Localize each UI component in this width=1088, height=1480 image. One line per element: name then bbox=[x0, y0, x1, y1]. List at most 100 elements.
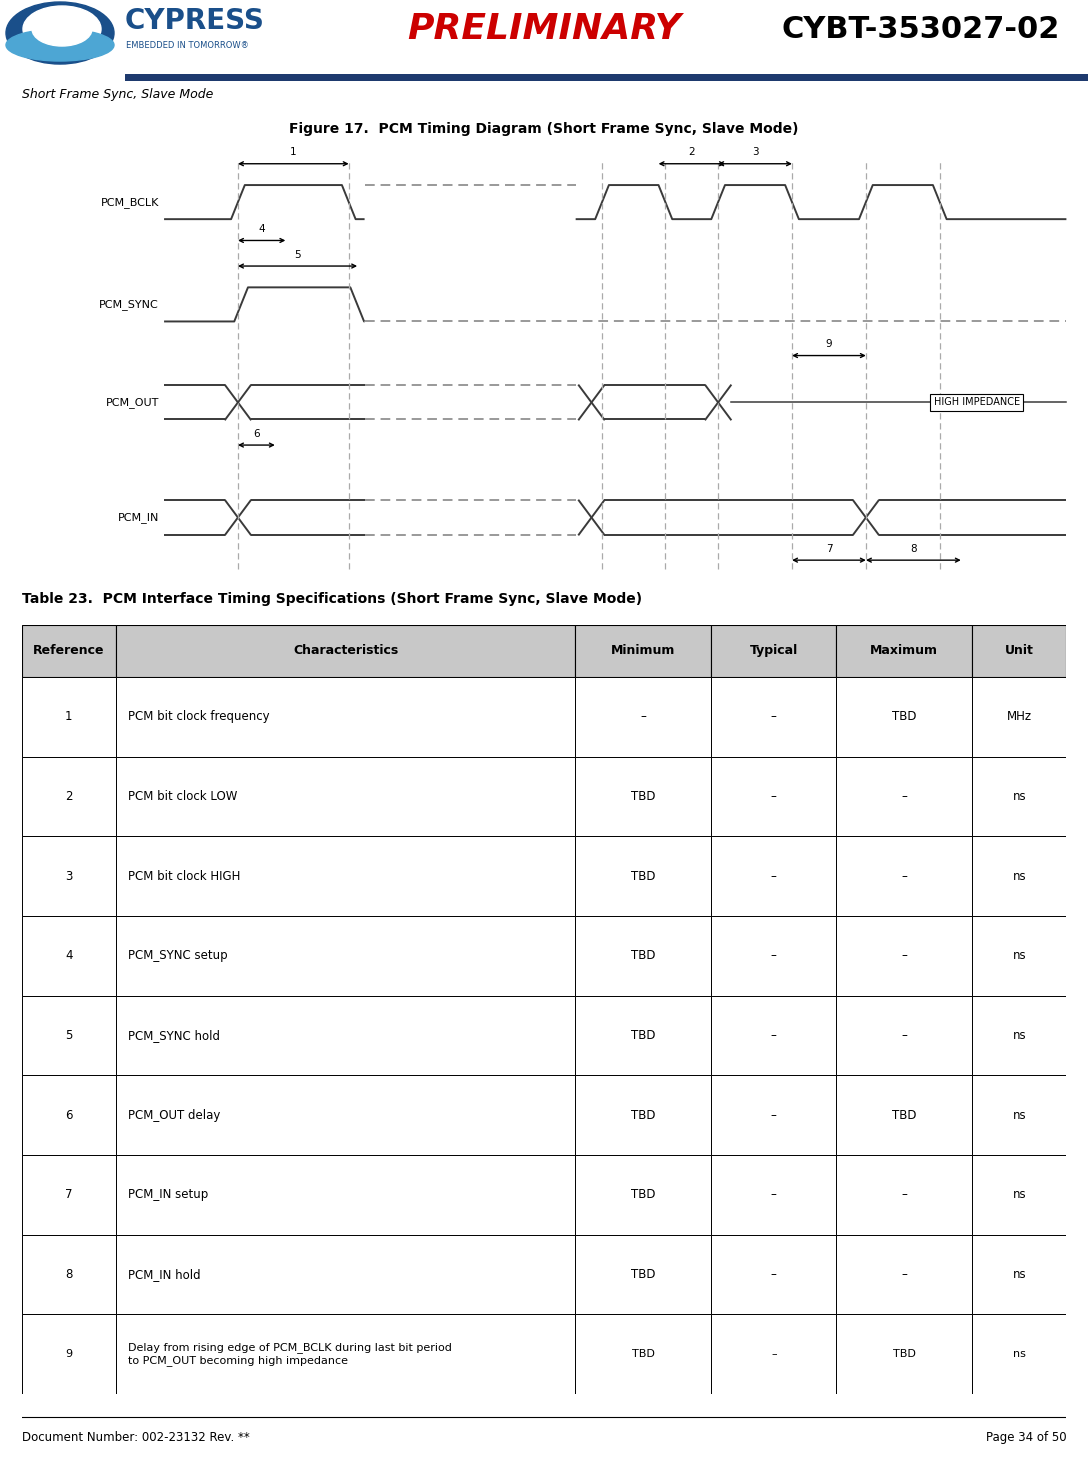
Text: TBD: TBD bbox=[631, 870, 655, 882]
Bar bbox=[576, 1154, 712, 1234]
Bar bbox=[973, 836, 1066, 916]
Text: Characteristics: Characteristics bbox=[293, 644, 398, 657]
Text: EMBEDDED IN TOMORROW®: EMBEDDED IN TOMORROW® bbox=[126, 40, 249, 49]
Bar bbox=[22, 676, 115, 756]
Text: CYBT-353027-02: CYBT-353027-02 bbox=[781, 15, 1060, 43]
Text: –: – bbox=[771, 710, 777, 724]
Text: –: – bbox=[771, 1350, 777, 1359]
Bar bbox=[576, 916, 712, 996]
Bar bbox=[837, 916, 973, 996]
Text: ns: ns bbox=[1013, 949, 1026, 962]
Bar bbox=[576, 836, 712, 916]
Bar bbox=[712, 676, 837, 756]
Text: –: – bbox=[641, 710, 646, 724]
Bar bbox=[837, 756, 973, 836]
Bar bbox=[576, 676, 712, 756]
Text: ns: ns bbox=[1013, 1350, 1026, 1359]
Bar bbox=[22, 625, 115, 676]
Bar bbox=[115, 625, 576, 676]
Text: 7: 7 bbox=[65, 1188, 73, 1202]
Bar bbox=[115, 1314, 576, 1394]
Text: MHz: MHz bbox=[1006, 710, 1031, 724]
Bar bbox=[837, 836, 973, 916]
Text: 9: 9 bbox=[826, 339, 832, 349]
Text: 8: 8 bbox=[65, 1268, 73, 1282]
Bar bbox=[115, 756, 576, 836]
Text: PCM_IN setup: PCM_IN setup bbox=[128, 1188, 209, 1202]
Bar bbox=[576, 1234, 712, 1314]
Bar bbox=[115, 1076, 576, 1154]
Bar bbox=[973, 1234, 1066, 1314]
Bar bbox=[973, 1314, 1066, 1394]
Text: TBD: TBD bbox=[632, 1350, 655, 1359]
Bar bbox=[837, 1314, 973, 1394]
Text: –: – bbox=[771, 1268, 777, 1282]
Text: ns: ns bbox=[1013, 1188, 1026, 1202]
Text: Short Frame Sync, Slave Mode: Short Frame Sync, Slave Mode bbox=[22, 89, 213, 101]
Text: ns: ns bbox=[1013, 1109, 1026, 1122]
Bar bbox=[576, 996, 712, 1076]
Text: 8: 8 bbox=[910, 543, 917, 554]
Text: –: – bbox=[771, 1188, 777, 1202]
Text: 6: 6 bbox=[254, 429, 260, 438]
Text: 3: 3 bbox=[752, 148, 758, 157]
Text: TBD: TBD bbox=[631, 1268, 655, 1282]
Bar bbox=[837, 1234, 973, 1314]
Text: 5: 5 bbox=[294, 250, 301, 259]
Bar bbox=[22, 996, 115, 1076]
Text: Unit: Unit bbox=[1005, 644, 1034, 657]
Text: –: – bbox=[902, 1268, 907, 1282]
Bar bbox=[837, 1154, 973, 1234]
Text: CYPRESS: CYPRESS bbox=[125, 7, 264, 36]
Bar bbox=[712, 756, 837, 836]
Ellipse shape bbox=[7, 30, 114, 61]
Text: Document Number: 002-23132 Rev. **: Document Number: 002-23132 Rev. ** bbox=[22, 1431, 249, 1444]
Bar bbox=[115, 676, 576, 756]
Text: Reference: Reference bbox=[33, 644, 104, 657]
Text: TBD: TBD bbox=[892, 710, 916, 724]
Bar bbox=[115, 996, 576, 1076]
Bar bbox=[712, 996, 837, 1076]
Text: PRELIMINARY: PRELIMINARY bbox=[407, 12, 681, 46]
Text: PCM bit clock HIGH: PCM bit clock HIGH bbox=[128, 870, 240, 882]
Text: –: – bbox=[771, 790, 777, 804]
Text: Delay from rising edge of PCM_BCLK during last bit period
to PCM_OUT becoming hi: Delay from rising edge of PCM_BCLK durin… bbox=[128, 1342, 453, 1366]
Text: Maximum: Maximum bbox=[870, 644, 938, 657]
Bar bbox=[22, 1234, 115, 1314]
Text: 1: 1 bbox=[290, 148, 297, 157]
Bar bbox=[115, 1234, 576, 1314]
Text: ns: ns bbox=[1013, 870, 1026, 882]
Text: PCM_IN hold: PCM_IN hold bbox=[128, 1268, 201, 1282]
Text: TBD: TBD bbox=[631, 1188, 655, 1202]
Bar bbox=[22, 1314, 115, 1394]
Bar bbox=[115, 916, 576, 996]
Bar bbox=[837, 676, 973, 756]
Text: PCM bit clock frequency: PCM bit clock frequency bbox=[128, 710, 270, 724]
Bar bbox=[22, 1076, 115, 1154]
Bar bbox=[22, 916, 115, 996]
Text: 2: 2 bbox=[689, 148, 695, 157]
Bar bbox=[712, 916, 837, 996]
Bar bbox=[712, 836, 837, 916]
Text: 3: 3 bbox=[65, 870, 73, 882]
Text: 1: 1 bbox=[65, 710, 73, 724]
Text: Figure 17.  PCM Timing Diagram (Short Frame Sync, Slave Mode): Figure 17. PCM Timing Diagram (Short Fra… bbox=[289, 123, 799, 136]
Bar bbox=[576, 1314, 712, 1394]
Bar bbox=[973, 625, 1066, 676]
Text: 6: 6 bbox=[65, 1109, 73, 1122]
Text: HIGH IMPEDANCE: HIGH IMPEDANCE bbox=[934, 398, 1019, 407]
Text: –: – bbox=[902, 1188, 907, 1202]
Text: 4: 4 bbox=[65, 949, 73, 962]
Text: 9: 9 bbox=[65, 1350, 72, 1359]
Bar bbox=[712, 1234, 837, 1314]
Text: PCM_OUT delay: PCM_OUT delay bbox=[128, 1109, 221, 1122]
Bar bbox=[712, 1314, 837, 1394]
Bar bbox=[837, 625, 973, 676]
Bar bbox=[973, 676, 1066, 756]
Ellipse shape bbox=[7, 1, 114, 64]
Bar bbox=[712, 1076, 837, 1154]
Bar bbox=[115, 836, 576, 916]
Text: TBD: TBD bbox=[631, 949, 655, 962]
Bar bbox=[837, 1076, 973, 1154]
Text: 7: 7 bbox=[826, 543, 832, 554]
